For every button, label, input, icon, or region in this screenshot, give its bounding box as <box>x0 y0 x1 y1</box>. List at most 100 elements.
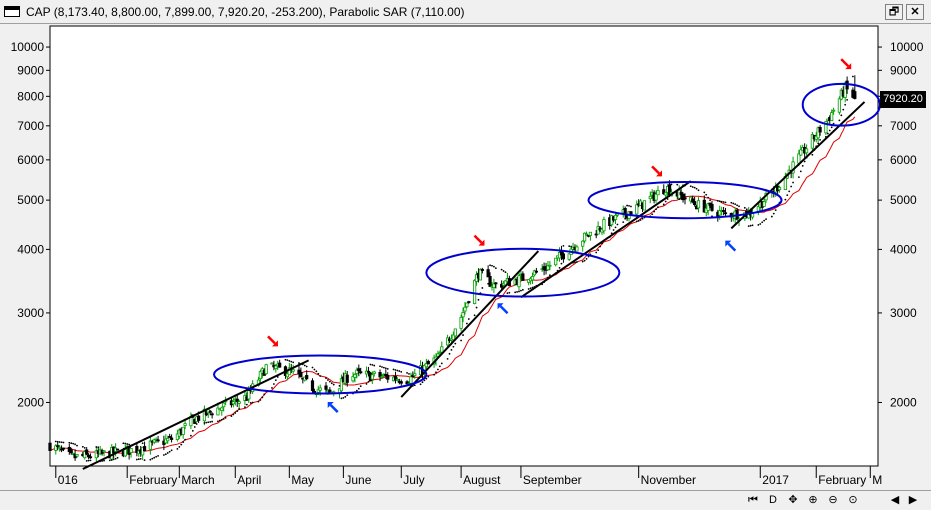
candle-body <box>274 365 278 369</box>
candle-body <box>723 212 728 215</box>
trendline <box>400 250 540 398</box>
candle-body <box>88 456 93 459</box>
candle-body <box>197 415 201 421</box>
sar-dot <box>595 251 598 254</box>
candle-body <box>393 376 398 381</box>
sar-dot <box>95 446 98 448</box>
highlight-ellipse <box>425 247 621 298</box>
sar-dot <box>500 268 503 271</box>
sar-dot <box>116 456 119 459</box>
sar-dot <box>772 212 775 215</box>
sar-dot <box>521 288 524 291</box>
candle-body <box>370 374 374 380</box>
sar-dot <box>568 245 571 248</box>
sar-dot <box>108 459 111 462</box>
candle-body <box>561 253 565 260</box>
sar-dot <box>664 200 667 203</box>
sar-dot <box>612 229 615 231</box>
sar-dot <box>72 442 75 445</box>
sar-dot <box>599 245 601 248</box>
sar-dot <box>718 200 721 203</box>
sar-dot <box>271 386 273 389</box>
pan-icon[interactable]: ✥ <box>788 494 798 506</box>
sar-dot <box>691 186 694 188</box>
scroll-right-icon[interactable]: ▶ <box>908 494 918 506</box>
candle-body <box>721 210 726 212</box>
sar-dot <box>846 98 849 101</box>
daily-period-button[interactable]: D <box>769 494 777 506</box>
candle-body <box>222 402 226 408</box>
restore-button[interactable]: 🗗 <box>885 4 903 20</box>
candle-body <box>54 445 58 451</box>
sell-arrow-head-icon <box>271 340 278 347</box>
sar-dot <box>784 198 787 201</box>
sar-dot <box>624 217 627 220</box>
sar-dot <box>406 372 408 374</box>
sar-dot <box>520 289 522 292</box>
candle-body <box>56 445 60 448</box>
sar-dot <box>413 384 416 387</box>
sell-arrow-head-icon <box>656 170 663 177</box>
candle-body <box>451 334 455 341</box>
zoom-in-icon[interactable]: ⊕ <box>808 494 818 506</box>
candle-body <box>357 368 361 372</box>
sar-dot <box>446 357 449 360</box>
candle-body <box>461 312 465 318</box>
x-tick-label: April <box>237 473 261 487</box>
sar-dot <box>230 415 233 418</box>
close-button[interactable]: ✕ <box>906 4 924 20</box>
candle-body <box>459 316 463 329</box>
sar-dot <box>236 410 239 412</box>
sar-dot <box>743 206 746 209</box>
candle-body <box>681 193 685 201</box>
sar-dot <box>581 260 584 263</box>
sar-dot <box>317 372 320 375</box>
sar-dot <box>657 206 659 209</box>
sar-dot <box>736 204 739 207</box>
sell-arrow-icon <box>473 234 483 244</box>
reset-zoom-icon[interactable]: ⊙ <box>848 494 858 506</box>
scroll-left-icon[interactable]: ◀ <box>890 494 900 506</box>
x-tick-label: May <box>291 473 314 487</box>
sell-arrow-icon <box>267 335 276 345</box>
candle-body <box>832 109 836 112</box>
buy-arrow-icon <box>727 242 737 252</box>
candle-body <box>436 353 440 357</box>
sar-dot <box>244 406 246 408</box>
go-start-icon[interactable]: ⏮ <box>748 494 758 506</box>
sar-dot <box>423 379 426 382</box>
sar-dot <box>574 261 576 264</box>
sar-dot <box>622 221 625 223</box>
sar-dot <box>319 375 322 377</box>
candle-body <box>588 231 593 236</box>
sar-dot <box>460 339 463 342</box>
sar-dot <box>448 352 451 355</box>
sar-dot <box>394 369 397 371</box>
zoom-out-icon[interactable]: ⊖ <box>828 494 838 506</box>
candle-body <box>473 280 477 304</box>
sar-dot <box>298 362 300 364</box>
sar-dot <box>670 183 673 186</box>
sar-dot <box>853 97 856 100</box>
candle-body <box>156 439 160 442</box>
sar-dot <box>653 210 656 213</box>
sar-dot <box>259 399 262 401</box>
candle-body <box>853 91 857 99</box>
candle-body <box>386 374 390 380</box>
candle-body <box>664 192 668 196</box>
sar-dot <box>462 334 464 336</box>
sar-dot <box>325 377 327 380</box>
candle-body <box>380 376 384 378</box>
sar-dot <box>844 103 847 106</box>
sar-dot <box>637 220 640 222</box>
sar-dot <box>745 208 748 211</box>
sar-dot <box>707 196 710 199</box>
candle-body <box>762 201 766 207</box>
sar-dot <box>384 367 387 370</box>
price-chart[interactable]: 2000 3000 4000 5000 6000 7000 8000 9000 10000 20… <box>0 24 931 494</box>
sar-dot <box>68 441 71 444</box>
sar-dot <box>400 370 403 373</box>
x-tick-label: November <box>641 473 696 487</box>
candle-body <box>58 446 62 449</box>
sar-dot <box>635 220 638 223</box>
